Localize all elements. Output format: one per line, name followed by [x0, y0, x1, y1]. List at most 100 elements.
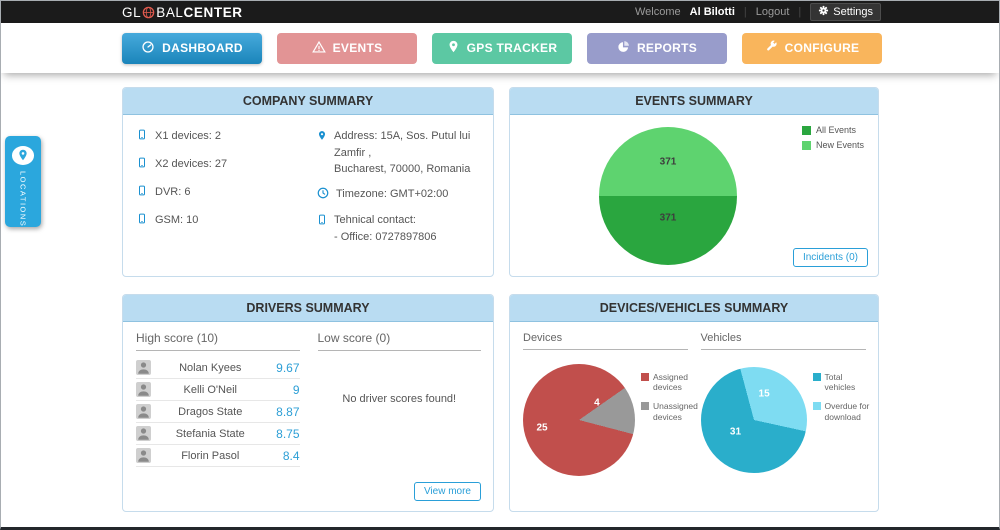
device-icon — [137, 128, 147, 144]
device-counts-list: X1 devices: 2 X2 devices: 27 DVR: 6 GSM:… — [137, 128, 317, 276]
pie-value-label: 371 — [659, 156, 677, 167]
avatar — [136, 382, 151, 397]
brand-logo: GL BAL CENTER — [122, 5, 243, 20]
device-icon — [137, 156, 147, 172]
list-item: X1 devices: 2 — [137, 128, 317, 144]
events-summary-body: All Events New Events 371 371 Incidents … — [510, 115, 878, 276]
locations-side-tab[interactable]: LOCATIONS — [5, 136, 41, 227]
gear-icon — [818, 5, 829, 19]
driver-row: Nolan Kyees 9.67 — [136, 357, 300, 379]
incidents-button[interactable]: Incidents (0) — [792, 248, 868, 267]
tab-label: GPS TRACKER — [466, 41, 558, 55]
panel-title: DEVICES/VEHICLES SUMMARY — [510, 295, 878, 322]
driver-name: Kelli O'Neil — [183, 383, 237, 396]
driver-score: 9 — [292, 382, 300, 397]
legend-label: All Events — [815, 125, 856, 135]
driver-score: 8.87 — [276, 404, 300, 419]
dashboard-content: COMPANY SUMMARY X1 devices: 2 X2 devices… — [122, 87, 880, 512]
events-pie-chart: 371 371 — [599, 127, 737, 265]
device-count-text: X1 devices: 2 — [155, 130, 222, 142]
separator: | — [798, 6, 802, 18]
drivers-summary-body: High score (10) Nolan Kyees 9.67 Kelli O… — [123, 322, 493, 511]
legend-swatch — [801, 140, 811, 150]
tab-dashboard[interactable]: DASHBOARD — [122, 32, 262, 64]
brand-text-bold: CENTER — [183, 4, 243, 20]
panel-title: EVENTS SUMMARY — [510, 88, 878, 115]
devices-column: Devices 25 4 Assigned devices — [523, 332, 701, 511]
high-score-column: High score (10) Nolan Kyees 9.67 Kelli O… — [136, 331, 300, 511]
drivers-summary-panel: DRIVERS SUMMARY High score (10) Nolan Ky… — [122, 294, 494, 512]
pie-value-label: 25 — [536, 422, 548, 434]
timezone-text: Timezone: GMT+02:00 — [336, 187, 449, 200]
avatar — [136, 360, 151, 375]
driver-score: 8.75 — [276, 426, 300, 441]
brand-text-pre: GL — [122, 4, 142, 20]
map-pin-icon — [447, 40, 460, 56]
user-name: Al Bilotti — [689, 6, 735, 18]
company-summary-panel: COMPANY SUMMARY X1 devices: 2 X2 devices… — [122, 87, 494, 277]
pie-value-label: 15 — [758, 388, 770, 399]
company-summary-body: X1 devices: 2 X2 devices: 27 DVR: 6 GSM:… — [123, 115, 493, 276]
pie-value-label: 4 — [594, 397, 600, 409]
contact-text: Tehnical contact: - Office: 0727897806 — [334, 214, 437, 243]
driver-name: Florin Pasol — [181, 449, 240, 462]
legend-item: Assigned devices — [641, 372, 699, 392]
tab-reports[interactable]: REPORTS — [587, 32, 727, 64]
devices-vehicles-body: Devices 25 4 Assigned devices — [510, 322, 878, 511]
avatar — [136, 404, 151, 419]
legend-label: Total vehicles — [824, 372, 856, 393]
legend-label: Unassigned devices — [653, 401, 698, 422]
device-icon — [137, 184, 147, 200]
devices-header: Devices — [523, 332, 688, 350]
phone-icon — [317, 212, 327, 232]
legend-item: All Events — [801, 125, 864, 135]
view-more-button[interactable]: View more — [413, 482, 481, 501]
devices-vehicles-panel: DEVICES/VEHICLES SUMMARY Devices 25 4 As… — [509, 294, 879, 512]
driver-name: Stefania State — [175, 427, 245, 440]
low-score-header: Low score (0) — [317, 331, 481, 351]
list-item: DVR: 6 — [137, 184, 317, 200]
globe-icon — [142, 6, 155, 19]
tab-configure[interactable]: CONFIGURE — [742, 32, 882, 64]
brand-text-mid: BAL — [156, 4, 184, 20]
logout-link[interactable]: Logout — [755, 6, 790, 18]
legend-swatch — [812, 402, 821, 411]
main-nav: DASHBOARD EVENTS GPS TRACKER REPORTS CON… — [1, 23, 999, 73]
devices-legend: Assigned devices Unassigned devices — [641, 372, 699, 476]
legend-label: New Events — [815, 140, 864, 150]
legend-swatch — [641, 373, 649, 381]
device-icon — [137, 212, 147, 228]
legend-item: Overdue for download — [812, 401, 871, 422]
avatar — [136, 448, 151, 463]
vehicles-column: Vehicles 15 31 Total vehicles — [700, 332, 879, 511]
map-pin-icon — [12, 146, 34, 165]
devices-pie-chart: 25 4 — [523, 364, 635, 476]
tab-events[interactable]: EVENTS — [277, 32, 417, 64]
warning-icon — [311, 40, 326, 57]
driver-name: Dragos State — [178, 405, 243, 418]
tab-gps-tracker[interactable]: GPS TRACKER — [432, 32, 572, 64]
legend-item: New Events — [801, 140, 864, 150]
pie-value-label: 31 — [729, 426, 742, 438]
driver-row: Stefania State 8.75 — [136, 423, 300, 445]
settings-button[interactable]: Settings — [810, 3, 881, 21]
locations-label: LOCATIONS — [18, 170, 28, 227]
legend-swatch — [812, 373, 821, 381]
driver-row: Dragos State 8.87 — [136, 401, 300, 423]
legend-swatch — [641, 402, 649, 411]
tab-label: EVENTS — [332, 41, 383, 55]
topbar: GL BAL CENTER Welcome Al Bilotti | Logout… — [1, 1, 999, 23]
tab-label: DASHBOARD — [162, 41, 243, 55]
low-score-column: Low score (0) No driver scores found! — [317, 331, 481, 511]
pie-value-label: 371 — [659, 212, 677, 224]
legend-label: Assigned devices — [653, 372, 688, 393]
legend-item: Unassigned devices — [641, 401, 699, 422]
welcome-label: Welcome — [635, 6, 681, 18]
panel-title: COMPANY SUMMARY — [123, 88, 493, 115]
vehicles-chart-area: 15 31 Total vehicles Overdue for downloa… — [700, 364, 879, 473]
legend-item: Total vehicles — [812, 372, 871, 393]
panel-title: DRIVERS SUMMARY — [123, 295, 493, 322]
topbar-actions: Welcome Al Bilotti | Logout | Settings — [635, 3, 881, 21]
vehicles-header: Vehicles — [700, 332, 866, 350]
